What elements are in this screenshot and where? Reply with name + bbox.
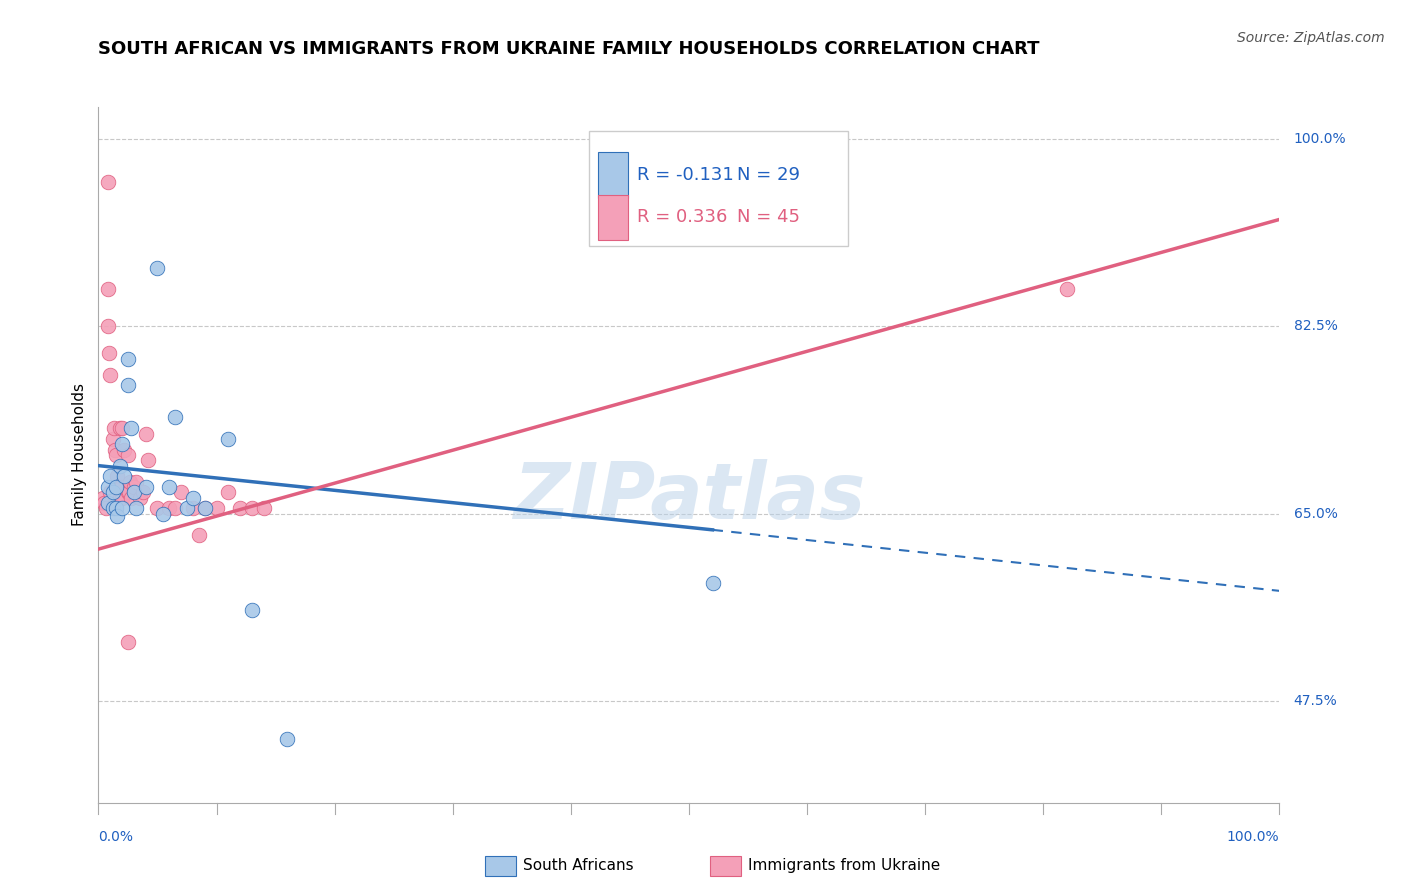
Point [98,346,121,360]
Point [117,448,139,462]
Text: 100.0%: 100.0% [1294,132,1346,146]
Point [128,491,150,505]
Point [97,175,120,189]
Point [112,442,135,457]
Text: R = -0.131: R = -0.131 [637,166,734,184]
Point [217,432,239,446]
Point [253,501,276,516]
Point [176,501,198,516]
Point [111,437,134,451]
Point [276,731,298,746]
Point [146,260,169,275]
Point [146,501,169,516]
Point [98,485,121,500]
Point [108,491,131,505]
Point [157,501,180,516]
Point [217,485,239,500]
Point [111,421,134,435]
Text: ZIPatlas: ZIPatlas [513,458,865,534]
Point [125,501,148,516]
Point [136,453,159,467]
Point [121,491,143,505]
Point [97,496,120,510]
Point [111,501,134,516]
Point [105,508,128,523]
Point [110,480,132,494]
Point [91,491,114,505]
Point [165,410,187,425]
Text: 0.0%: 0.0% [98,830,134,844]
Point [122,485,145,500]
Point [117,635,139,649]
Point [170,485,193,500]
Point [108,421,131,435]
Point [194,501,217,516]
Point [157,480,180,494]
Point [104,442,127,457]
Point [240,603,263,617]
Text: 82.5%: 82.5% [1294,319,1337,334]
Point [132,485,155,500]
Point [101,485,124,500]
Point [135,426,157,441]
Point [98,469,121,483]
Point [229,501,252,516]
Point [702,576,724,591]
Point [165,501,187,516]
Point [194,501,217,516]
Point [135,480,157,494]
Point [98,368,121,382]
Point [118,485,141,500]
Text: SOUTH AFRICAN VS IMMIGRANTS FROM UKRAINE FAMILY HOUSEHOLDS CORRELATION CHART: SOUTH AFRICAN VS IMMIGRANTS FROM UKRAINE… [98,40,1040,58]
Point [1056,282,1078,296]
Point [94,501,117,516]
Point [120,475,142,489]
Text: 65.0%: 65.0% [1294,507,1337,521]
Point [240,501,263,516]
Point [97,282,120,296]
Text: 47.5%: 47.5% [1294,694,1337,708]
Point [152,507,174,521]
Point [117,378,139,392]
Point [181,501,204,516]
Point [122,480,145,494]
Point [105,480,128,494]
Text: R = 0.336: R = 0.336 [637,209,727,227]
Point [101,432,124,446]
Point [205,501,228,516]
Text: N = 45: N = 45 [737,209,800,227]
Point [101,501,124,516]
Point [121,421,143,435]
Point [108,458,131,473]
Point [105,501,128,516]
Text: Immigrants from Ukraine: Immigrants from Ukraine [748,858,941,872]
Point [103,421,125,435]
Text: N = 29: N = 29 [737,166,800,184]
Point [187,528,209,542]
Y-axis label: Family Households: Family Households [72,384,87,526]
Text: 100.0%: 100.0% [1227,830,1279,844]
Point [111,491,134,505]
Point [93,496,115,510]
Point [97,319,120,334]
Point [125,475,148,489]
Point [105,469,128,483]
Point [112,469,135,483]
Point [97,480,120,494]
Point [117,485,139,500]
Text: Source: ZipAtlas.com: Source: ZipAtlas.com [1237,31,1385,45]
Text: South Africans: South Africans [523,858,634,872]
Point [117,351,139,366]
Point [181,491,204,505]
Point [105,448,128,462]
